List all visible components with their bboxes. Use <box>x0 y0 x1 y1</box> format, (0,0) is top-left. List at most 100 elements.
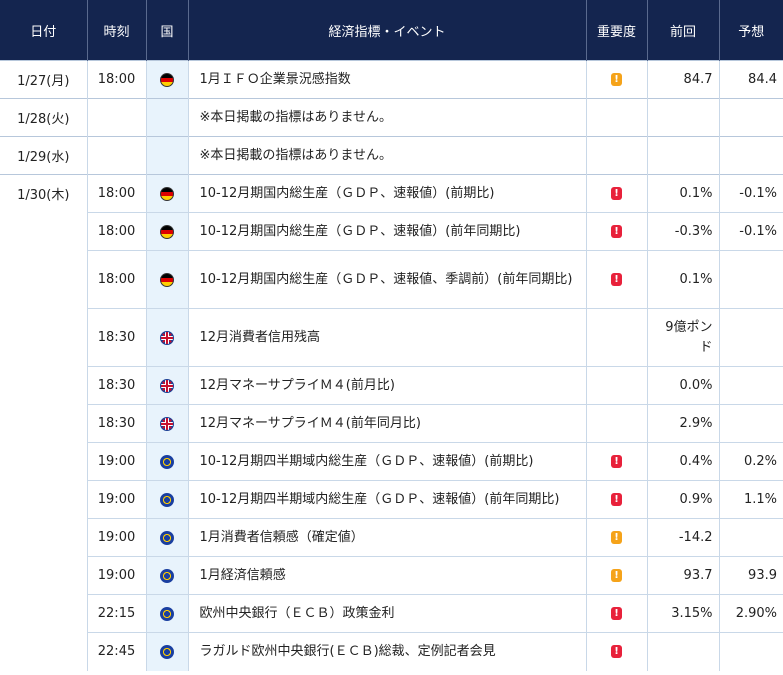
forecast-cell <box>718 136 783 175</box>
country-cell <box>145 212 188 251</box>
date-cell: 1/28(火) <box>0 98 87 137</box>
date-cell <box>0 557 87 595</box>
country-cell <box>145 442 188 481</box>
event-cell: ※本日掲載の指標はありません。 <box>187 98 586 137</box>
importance-cell: ! <box>585 594 647 633</box>
forecast-cell: 93.9 <box>718 556 783 595</box>
time-cell-text: 19:00 <box>97 454 136 469</box>
germany-flag-icon <box>160 186 174 201</box>
importance-high-icon: ! <box>611 607 622 620</box>
time-cell-text: 22:15 <box>97 606 136 621</box>
date-cell: 1/30(木) <box>0 174 87 213</box>
country-cell <box>145 174 188 213</box>
event-cell-text: ※本日掲載の指標はありません。 <box>199 109 393 125</box>
previous-cell: 2.9% <box>646 404 719 443</box>
uk-flag-icon <box>160 416 174 431</box>
importance-cell <box>585 366 647 405</box>
country-cell <box>145 366 188 405</box>
forecast-cell-text: -0.1% <box>739 185 777 201</box>
header-forecast: 予想 <box>718 0 783 61</box>
header-country: 国 <box>145 0 188 61</box>
forecast-cell: -0.1% <box>718 212 783 251</box>
time-cell: 18:30 <box>86 308 146 367</box>
previous-cell: 3.15% <box>646 594 719 633</box>
forecast-cell <box>718 366 783 405</box>
table-row: 1/29(水) ※本日掲載の指標はありません。 <box>0 136 783 175</box>
time-cell-text: 18:00 <box>97 72 136 87</box>
previous-cell: 93.7 <box>646 556 719 595</box>
importance-high-icon: ! <box>611 645 622 659</box>
date-cell: 1/29(水) <box>0 136 87 175</box>
time-cell-text: 18:00 <box>97 224 136 239</box>
table-row: 18:00 10-12月期国内総生産（ＧＤＰ、速報値）(前年同期比)! -0.3% -… <box>0 212 783 251</box>
country-cell <box>145 250 188 309</box>
importance-cell <box>585 308 647 367</box>
importance-high-icon: ! <box>611 273 622 286</box>
date-cell: 1/27(月) <box>0 60 87 99</box>
importance-cell: ! <box>585 174 647 213</box>
table-row: 22:45 ラガルド欧州中央銀行(ＥＣＢ)総裁、定例記者会見! <box>0 632 783 671</box>
importance-high-icon: ! <box>611 493 622 506</box>
country-cell <box>145 594 188 633</box>
calendar-body: 1/27(月) 18:00 1月ＩＦＯ企業景況感指数! 84.7 84.4 1/28(火)… <box>0 60 783 671</box>
event-cell: 12月消費者信用残高 <box>187 308 586 367</box>
importance-medium-icon: ! <box>611 569 622 582</box>
previous-cell <box>646 632 719 671</box>
event-cell: 10-12月期四半期域内総生産（ＧＤＰ、速報値）(前期比) <box>187 442 586 481</box>
time-cell-text: 18:30 <box>97 330 136 345</box>
forecast-cell-text: 1.1% <box>743 491 777 507</box>
event-cell: 10-12月期国内総生産（ＧＤＰ、速報値、季調前）(前年同期比) <box>187 250 586 309</box>
time-cell: 19:00 <box>86 480 146 519</box>
table-row: 18:00 10-12月期国内総生産（ＧＤＰ、速報値、季調前）(前年同期比)! 0.… <box>0 250 783 309</box>
date-cell <box>0 633 87 671</box>
event-cell: 1月ＩＦＯ企業景況感指数 <box>187 60 586 99</box>
country-cell <box>145 98 188 137</box>
previous-cell-text: 93.7 <box>683 567 713 583</box>
importance-cell: ! <box>585 250 647 309</box>
forecast-cell: 1.1% <box>718 480 783 519</box>
previous-cell-text: 0.9% <box>679 491 713 507</box>
forecast-cell-text: 0.2% <box>743 453 777 469</box>
previous-cell-text: 0.4% <box>679 453 713 469</box>
previous-cell-text: 0.0% <box>679 377 713 393</box>
previous-cell: 84.7 <box>646 60 719 99</box>
country-cell <box>145 480 188 519</box>
time-cell: 18:00 <box>86 250 146 309</box>
event-cell: 欧州中央銀行（ＥＣＢ）政策金利 <box>187 594 586 633</box>
country-cell <box>145 518 188 557</box>
header-importance: 重要度 <box>585 0 647 61</box>
previous-cell-text: -0.3% <box>674 223 713 239</box>
country-cell <box>145 632 188 671</box>
importance-cell: ! <box>585 518 647 557</box>
event-cell: 12月マネーサプライＭ４(前月比) <box>187 366 586 405</box>
forecast-cell-text: 84.4 <box>748 71 777 87</box>
event-cell: 1月経済信頼感 <box>187 556 586 595</box>
importance-high-icon: ! <box>611 455 622 468</box>
time-cell-text: 18:30 <box>97 378 136 393</box>
time-cell-text: 19:00 <box>97 530 136 545</box>
event-cell: 10-12月期国内総生産（ＧＤＰ、速報値）(前年同期比) <box>187 212 586 251</box>
table-row: 18:30 12月マネーサプライＭ４(前年同月比) 2.9% <box>0 404 783 443</box>
time-cell: 19:00 <box>86 442 146 481</box>
table-row: 22:15 欧州中央銀行（ＥＣＢ）政策金利! 3.15% 2.90% <box>0 594 783 633</box>
time-cell: 19:00 <box>86 518 146 557</box>
event-cell-text: 1月経済信頼感 <box>199 567 286 583</box>
previous-cell-text: -14.2 <box>678 529 713 545</box>
event-cell: 1月消費者信頼感（確定値） <box>187 518 586 557</box>
eu-flag-icon <box>160 568 174 583</box>
event-cell-text: 10-12月期国内総生産（ＧＤＰ、速報値）(前期比) <box>199 185 495 201</box>
previous-cell-text: 0.1% <box>679 185 713 201</box>
forecast-cell-text: -0.1% <box>739 223 777 239</box>
time-cell-text: 19:00 <box>97 492 136 507</box>
event-cell-text: 1月ＩＦＯ企業景況感指数 <box>199 71 351 87</box>
date-cell-text: 1/29(水) <box>17 150 70 165</box>
country-cell <box>145 60 188 99</box>
date-cell <box>0 251 87 309</box>
table-row: 18:30 12月消費者信用残高 9億ポンド <box>0 308 783 367</box>
eu-flag-icon <box>160 454 174 469</box>
previous-cell <box>646 136 719 175</box>
time-cell-text: 22:45 <box>97 644 136 660</box>
importance-cell: ! <box>585 632 647 671</box>
table-header-row: 日付 時刻 国 経済指標・イベント 重要度 前回 予想 <box>0 0 783 61</box>
